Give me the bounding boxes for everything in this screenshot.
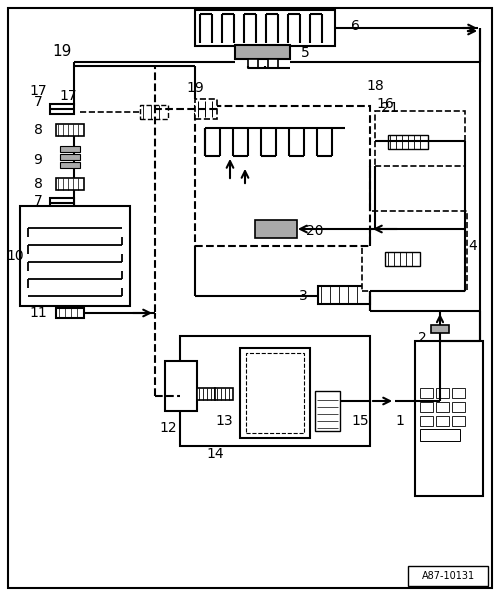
Text: 2: 2: [418, 331, 426, 345]
Bar: [195, 106, 370, 246]
Bar: [436, 416, 449, 426]
Bar: [60, 154, 80, 160]
Text: 9: 9: [34, 153, 42, 167]
Polygon shape: [68, 106, 80, 118]
Bar: [140, 105, 168, 119]
Text: 14: 14: [206, 447, 224, 461]
Text: 8: 8: [34, 123, 42, 137]
Bar: [248, 59, 258, 68]
Bar: [268, 59, 278, 68]
Bar: [50, 104, 74, 114]
Bar: [56, 124, 84, 136]
Text: 19: 19: [186, 81, 204, 95]
Bar: [385, 252, 420, 266]
Text: 17: 17: [59, 89, 77, 103]
Bar: [408, 566, 488, 586]
Bar: [420, 416, 433, 426]
Text: 15: 15: [351, 414, 369, 428]
Bar: [452, 402, 465, 412]
Bar: [56, 308, 84, 318]
Bar: [165, 361, 197, 411]
Bar: [195, 10, 335, 46]
Bar: [452, 388, 465, 398]
Bar: [375, 111, 465, 166]
Circle shape: [461, 489, 469, 497]
Bar: [60, 146, 80, 152]
Text: 8: 8: [34, 177, 42, 191]
Text: 5: 5: [300, 46, 310, 60]
Bar: [50, 198, 74, 208]
Bar: [362, 211, 467, 291]
Bar: [60, 162, 80, 168]
Bar: [246, 353, 304, 433]
Bar: [420, 402, 433, 412]
Text: 17: 17: [29, 84, 47, 98]
Bar: [180, 336, 370, 446]
Text: 13: 13: [215, 414, 233, 428]
Bar: [431, 325, 449, 333]
Bar: [56, 178, 84, 190]
Text: 18: 18: [366, 79, 384, 93]
Bar: [255, 220, 297, 238]
Bar: [388, 135, 428, 149]
Bar: [452, 416, 465, 426]
Text: 21: 21: [381, 101, 399, 115]
Text: 12: 12: [159, 421, 177, 435]
Text: 20: 20: [306, 224, 324, 238]
Bar: [20, 206, 130, 306]
Bar: [215, 388, 233, 400]
Bar: [235, 45, 290, 59]
Circle shape: [426, 489, 434, 497]
Bar: [415, 341, 483, 496]
Text: 10: 10: [6, 249, 24, 263]
Bar: [197, 388, 215, 400]
Text: 7: 7: [34, 194, 42, 208]
Bar: [420, 388, 433, 398]
Text: A87-10131: A87-10131: [422, 571, 474, 581]
Bar: [315, 391, 340, 431]
Text: 7: 7: [34, 95, 42, 109]
Text: 6: 6: [350, 19, 360, 33]
Text: 4: 4: [468, 239, 477, 253]
Text: 11: 11: [29, 306, 47, 320]
Text: 19: 19: [52, 44, 72, 58]
Bar: [436, 388, 449, 398]
Bar: [240, 348, 310, 438]
Bar: [318, 286, 370, 304]
Text: 16: 16: [376, 97, 394, 111]
Text: 3: 3: [298, 289, 308, 303]
Bar: [436, 402, 449, 412]
Bar: [420, 429, 460, 441]
Bar: [195, 99, 217, 119]
Text: 1: 1: [396, 414, 404, 428]
